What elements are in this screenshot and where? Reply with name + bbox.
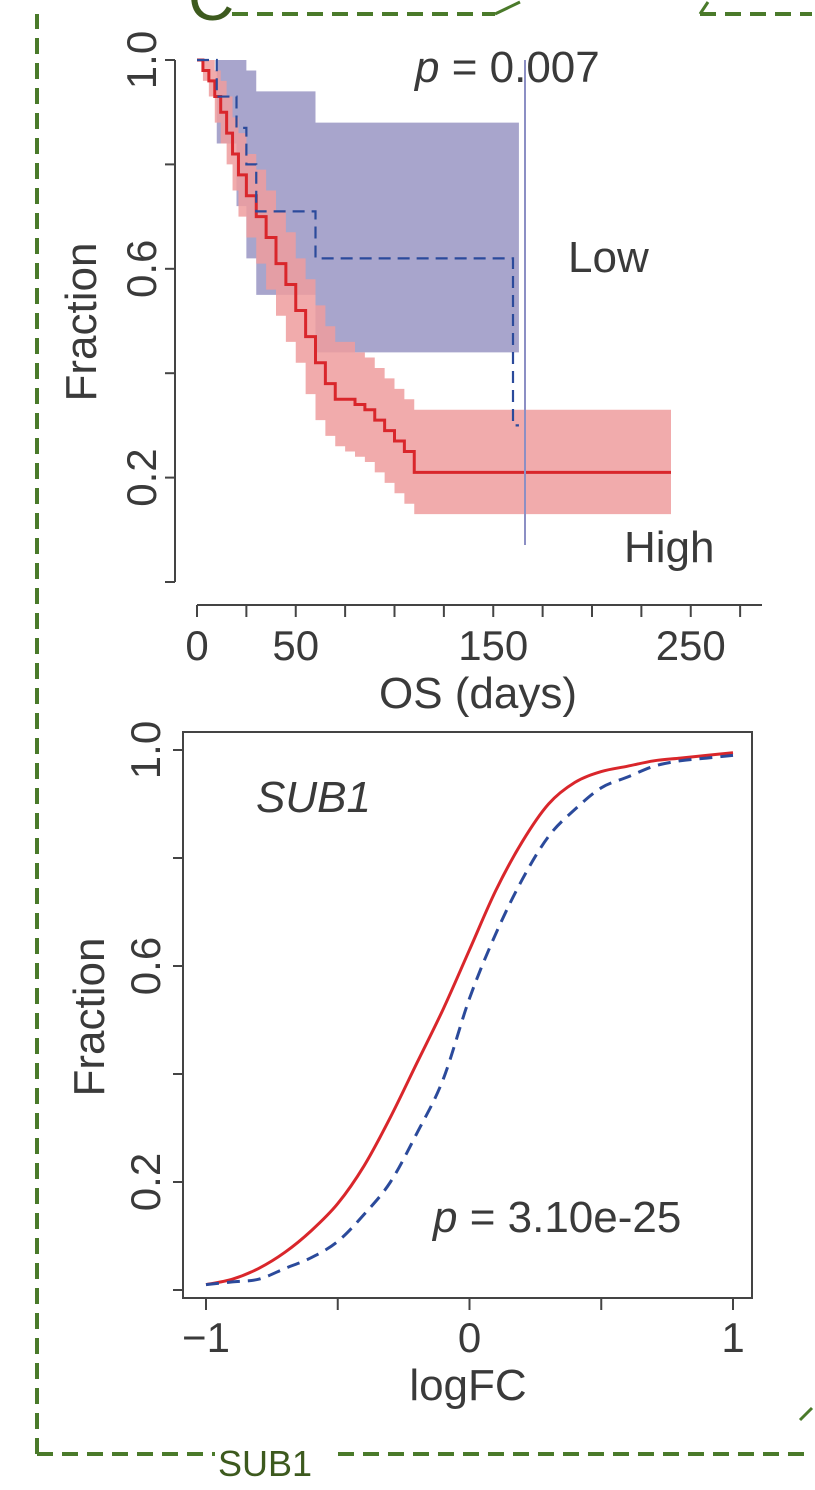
cdf-xlabel: logFC [409,1361,526,1410]
km-chart: 0.2 0.6 1.0 0 50 150 250 p = 0.007 Low High OS… [57,31,762,718]
km-x-tick-label: 50 [272,622,319,669]
km-confidence-bands [197,60,671,515]
cdf-chart: 0.2 0.6 1.0 −1 0 1 SUB1 p = 3.10e-25 logFC Fr… [65,721,753,1410]
cdf-ylabel: Fraction [65,938,114,1097]
km-band-high [197,60,671,515]
km-y-tick-label: 0.6 [118,240,165,298]
km-x-tick-label: 0 [185,622,208,669]
km-xlabel: OS (days) [379,669,577,718]
km-line-high [197,58,671,474]
km-legend-low: Low [568,233,649,282]
km-y-tick-label: 1.0 [118,31,165,89]
cdf-p-italic: p [431,1193,457,1242]
cdf-curves [205,751,734,1287]
cdf-plot-box [182,731,753,1299]
cdf-axes: 0.2 0.6 1.0 −1 0 1 [122,721,745,1361]
km-y-tick-label: 0.2 [118,448,165,506]
km-p-italic: p [413,43,439,92]
panel-frame [35,0,814,1456]
km-p-value: p = 0.007 [413,43,600,92]
cdf-x-tick-label: 1 [721,1314,744,1361]
km-x-tick-label: 150 [458,622,528,669]
cdf-p-number: = 3.10e-25 [457,1193,681,1242]
panel-caption: SUB1 [218,1443,312,1484]
km-x-tick-label: 250 [656,622,726,669]
km-axes: 0.2 0.6 1.0 0 50 150 250 [118,31,762,669]
km-legend-high: High [624,523,715,572]
cdf-y-tick-label: 0.2 [122,1153,169,1211]
cdf-y-tick-label: 0.6 [122,937,169,995]
cdf-line-solid [205,751,734,1287]
cdf-title: SUB1 [256,773,371,822]
cdf-x-tick-label: −1 [182,1314,230,1361]
cdf-p-value: p = 3.10e-25 [431,1193,681,1242]
panel-letter: C [188,0,234,34]
cdf-x-tick-label: 0 [458,1314,481,1361]
cdf-line-dashed [205,753,734,1287]
km-p-number: = 0.007 [439,43,599,92]
cdf-y-tick-label: 1.0 [122,721,169,779]
km-survival-curves [197,58,671,474]
km-ylabel: Fraction [57,243,106,402]
km-line-low [197,58,519,427]
